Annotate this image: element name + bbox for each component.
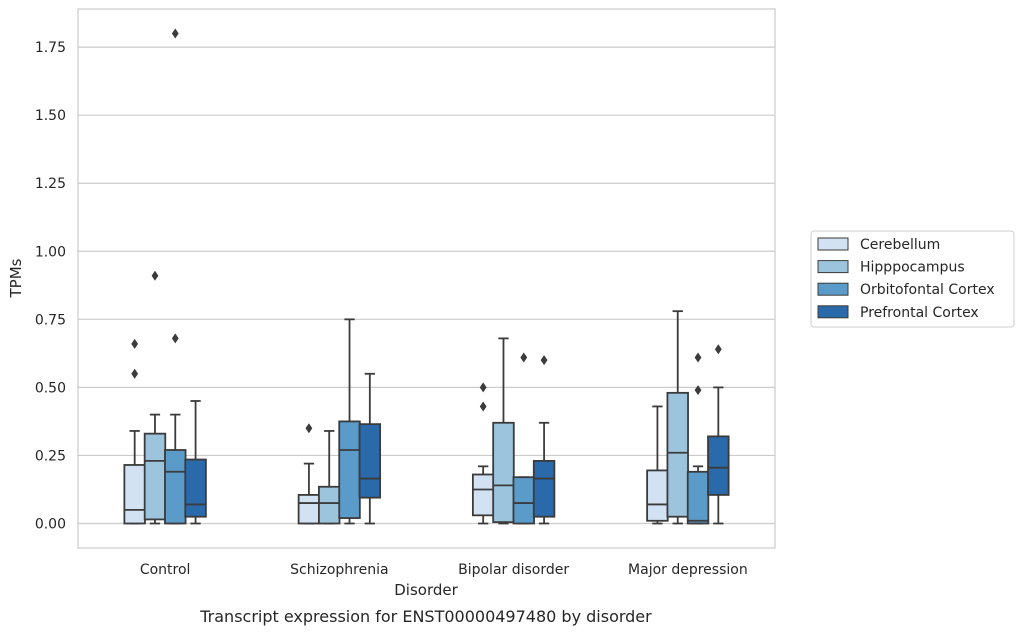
box-body [184,458,207,518]
legend-swatch-2 [817,282,849,296]
outlier-0 [520,352,528,363]
box-0-0 [123,338,146,525]
box-1-3 [358,372,382,525]
outlier-0 [479,401,487,412]
box-1-0 [297,423,321,525]
outlier-0 [540,355,548,366]
plot-frame [77,8,776,549]
y-tick-label-4: 1.00 [35,244,66,260]
box-0-2 [164,28,187,525]
legend-swatch-3 [817,305,849,319]
y-tick-label-0: 0.00 [35,517,66,533]
outlier-0 [694,385,702,396]
y-tick-label-3: 0.75 [35,312,66,328]
outlier-0 [714,344,722,355]
outlier-0 [131,368,139,379]
legend-label-3: Prefrontal Cortex [860,305,979,321]
box-1-1 [318,430,341,525]
box-body [646,469,669,522]
legend-swatch-1 [817,260,849,274]
outlier-1 [171,28,179,39]
box-body [471,473,495,517]
chart-caption: Transcript expression for ENST0000049748… [199,607,652,626]
outlier-0 [305,423,313,434]
box-2-1 [492,337,515,525]
box-body [512,476,535,525]
box-3-3 [707,344,730,525]
legend-label-1: Hipppocampus [860,260,965,276]
box-body [143,432,167,521]
x-axis-label: Disorder [394,581,458,599]
legend-label-2: Orbitofontal Cortex [860,282,995,298]
x-tick-label-2: Bipolar disorder [458,562,569,578]
box-0-3 [184,400,207,525]
box-body [164,449,187,525]
legend-label-0: Cerebellum [860,237,940,253]
legend-entries: Cerebellum Hipppocampus Orbitofontal Corte… [817,237,995,321]
box-body [492,421,515,524]
y-axis-label: TPMs [7,258,25,298]
box-body [666,391,689,518]
y-tick-label-1: 0.25 [35,448,66,464]
boxplot-marks [123,28,730,525]
box-body [707,435,730,496]
box-3-0 [646,405,669,525]
y-tick-label-7: 1.75 [35,40,66,56]
box-body [686,470,710,525]
box-body [123,464,146,525]
x-tick-labels: Control Schizophrenia Bipolar disorder Majo… [140,562,748,578]
box-3-2 [686,352,710,525]
x-tick-label-1: Schizophrenia [290,562,388,578]
legend: Cerebellum Hipppocampus Orbitofontal Corte… [810,230,1015,328]
outlier-0 [151,270,159,281]
outlier-1 [479,382,487,393]
box-1-2 [338,318,361,525]
y-tick-label-5: 1.25 [35,176,66,192]
legend-frame [810,230,1015,328]
box-0-1 [143,270,167,525]
x-tick-label-0: Control [140,562,191,578]
outlier-0 [171,333,179,344]
y-tick-label-6: 1.50 [35,108,66,124]
box-2-2 [512,352,535,525]
y-tick-labels: 0.00 0.25 0.50 0.75 1.00 1.25 1.50 1.75 [35,40,66,532]
box-body [338,420,361,519]
grid-lines [78,46,775,525]
outlier-1 [694,352,702,363]
box-body [358,423,382,499]
x-tick-label-3: Major depression [628,562,748,578]
box-body [532,459,556,518]
box-3-1 [666,310,689,525]
box-body [318,485,341,525]
outlier-1 [131,338,139,349]
y-tick-label-2: 0.50 [35,380,66,396]
box-2-3 [532,355,556,525]
box-body [297,494,321,525]
legend-swatch-0 [817,237,849,251]
box-2-0 [471,382,495,525]
